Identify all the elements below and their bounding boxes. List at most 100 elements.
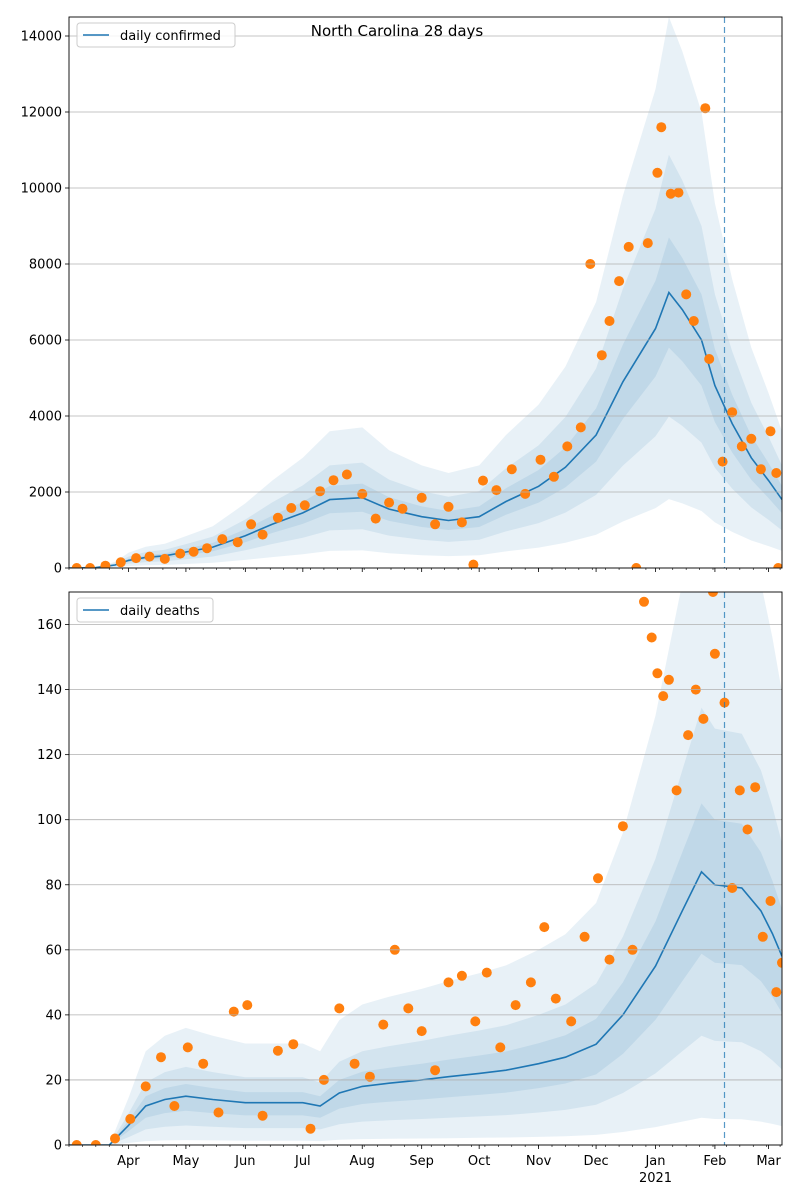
x-tick-label: Jul: [294, 1154, 311, 1169]
data-point: [575, 422, 586, 433]
data-point: [257, 1110, 268, 1121]
data-point: [468, 559, 479, 568]
y-tick-label: 80: [45, 878, 62, 893]
y-tick-label: 20: [45, 1073, 62, 1088]
data-point: [456, 970, 467, 981]
data-point: [562, 441, 573, 452]
data-point: [341, 469, 352, 480]
data-point: [631, 563, 642, 568]
data-point: [646, 632, 657, 643]
data-point: [773, 563, 782, 568]
data-point: [757, 931, 768, 942]
legend-label: daily deaths: [120, 604, 200, 619]
y-tick-label: 12000: [21, 106, 62, 121]
data-point: [750, 782, 761, 793]
x-tick-label: Jan: [644, 1154, 665, 1169]
x-tick-label: Oct: [468, 1154, 490, 1169]
data-point: [232, 537, 243, 548]
y-tick-label: 40: [45, 1008, 62, 1023]
x-tick-label: Apr: [117, 1154, 140, 1169]
data-point: [550, 993, 561, 1004]
data-point: [688, 316, 699, 326]
y-tick-label: 2000: [29, 486, 62, 501]
data-point: [384, 497, 395, 508]
data-point: [272, 1045, 283, 1056]
data-point: [727, 407, 738, 418]
data-point: [771, 468, 782, 478]
uncertainty-band: [69, 154, 782, 568]
data-point: [663, 674, 674, 685]
y-tick-label: 4000: [29, 410, 62, 425]
data-point: [673, 187, 684, 198]
uncertainty-band: [69, 17, 782, 568]
plot-area: [69, 17, 782, 568]
data-point: [656, 122, 667, 133]
data-point: [700, 103, 711, 114]
data-point: [642, 238, 653, 249]
data-point: [334, 1003, 345, 1014]
data-point: [777, 957, 782, 968]
y-tick-label: 120: [37, 748, 62, 763]
data-point: [652, 668, 663, 679]
data-point: [771, 987, 782, 998]
data-point: [416, 1026, 427, 1037]
data-point: [617, 821, 628, 832]
data-point: [623, 241, 634, 252]
data-point: [495, 1042, 506, 1053]
data-point: [604, 954, 615, 965]
data-point: [328, 475, 339, 486]
data-point: [566, 1016, 577, 1027]
data-point: [443, 501, 454, 512]
y-tick-label: 0: [54, 1139, 62, 1154]
data-point: [755, 464, 766, 475]
data-point: [520, 488, 531, 499]
data-point: [652, 167, 663, 178]
deaths-chart-panel: 0 20 40 60 80 100 120 140 160 Apr May Jun Jul Aug Sep O…: [37, 591, 783, 1186]
data-point: [202, 543, 212, 554]
confirmed-chart-panel: 0 2000 4000 6000 8000 10000 12000 14000 daily co…: [21, 16, 783, 577]
y-tick-label: 8000: [29, 258, 62, 273]
axes-frame: [68, 16, 783, 569]
data-point: [100, 560, 111, 568]
data-point: [349, 1058, 360, 1069]
data-point: [491, 485, 502, 496]
x-tick-label: Feb: [703, 1154, 726, 1169]
data-point: [579, 931, 590, 942]
x-tick-label: Sep: [409, 1154, 434, 1169]
data-point: [305, 1123, 316, 1134]
data-point: [746, 433, 757, 444]
legend-box: [76, 22, 236, 48]
data-point: [115, 557, 126, 568]
y-tick-label: 0: [54, 562, 62, 577]
data-point: [156, 1052, 166, 1063]
data-point: [175, 548, 186, 559]
x-tick-label: Mar: [756, 1154, 781, 1169]
legend: daily deaths: [76, 597, 214, 623]
data-point: [506, 464, 517, 475]
data-point: [228, 1006, 239, 1017]
x-tick-label: Dec: [584, 1154, 609, 1169]
data-point: [71, 563, 82, 568]
data-point: [665, 188, 676, 199]
data-point: [378, 1019, 389, 1030]
data-point: [683, 730, 694, 741]
data-point: [110, 1133, 120, 1144]
data-point: [182, 1042, 193, 1053]
data-point: [286, 503, 297, 513]
data-point: [246, 519, 257, 530]
data-point: [416, 492, 427, 503]
data-point: [159, 553, 170, 564]
data-point: [370, 513, 381, 524]
data-point: [397, 503, 408, 514]
data-point: [213, 1107, 224, 1118]
legend: daily confirmed: [76, 22, 236, 48]
data-point: [272, 512, 283, 523]
data-point: [708, 592, 718, 597]
data-point: [125, 1114, 136, 1124]
data-point: [658, 691, 669, 702]
data-point: [639, 596, 649, 607]
data-point: [188, 546, 199, 557]
data-point: [169, 1101, 180, 1111]
chart-title: North Carolina 28 days: [311, 22, 484, 40]
